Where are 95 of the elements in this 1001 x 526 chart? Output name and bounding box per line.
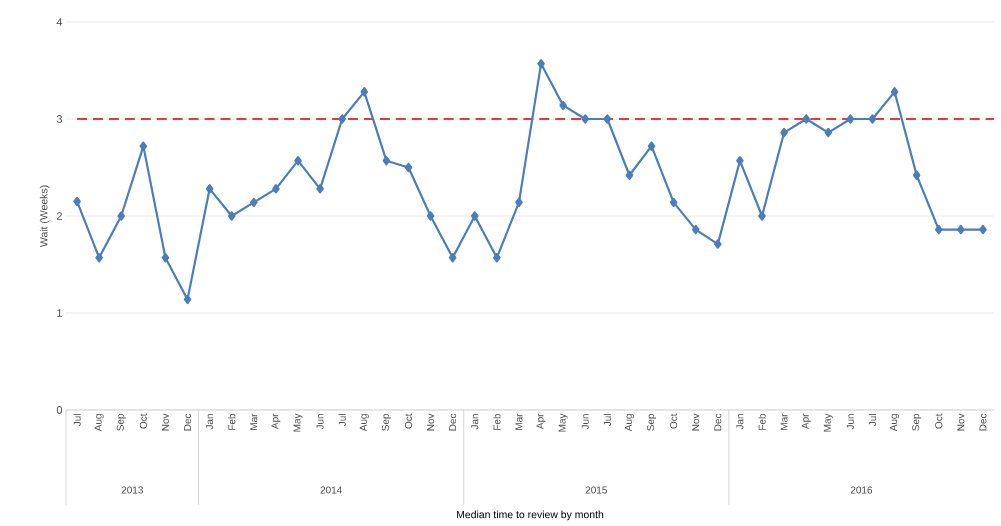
point [846, 114, 855, 124]
x-tick-label: Oct [139, 413, 147, 429]
point [758, 211, 766, 221]
point [493, 253, 501, 263]
point [515, 197, 523, 208]
point [205, 184, 214, 194]
x-tick-label: Jun [316, 414, 324, 430]
x-tick-label: May [558, 413, 568, 432]
y-axis-title: Wait (Weeks) [39, 185, 50, 248]
y-tick-label: 3 [56, 115, 62, 123]
point [890, 87, 899, 97]
x-tick-label: Mar [515, 413, 523, 430]
point [912, 170, 921, 180]
x-tick-label: Nov [957, 413, 965, 431]
text: Median time to review by month [457, 510, 604, 521]
point [183, 294, 192, 305]
x-tick-label: Sep [116, 413, 126, 431]
x-tick-label: Feb [493, 413, 501, 430]
x-tick-label: Jul [73, 414, 81, 427]
x-tick-label: Aug [890, 414, 900, 432]
point [780, 127, 788, 138]
x-tick-label: Jul [603, 414, 611, 427]
x-tick-label: Jan [471, 414, 479, 430]
point [382, 156, 391, 166]
point [537, 59, 545, 69]
x-tick-label: Oct [670, 413, 678, 429]
x-tick-label: May [293, 413, 303, 432]
x-tick-label: Jun [846, 414, 854, 430]
y-tick-label: 1 [57, 309, 62, 317]
x-tick-label: Oct [935, 413, 943, 429]
x-tick-label: Jun [581, 414, 589, 430]
x-tick-label: Jan [206, 414, 214, 430]
point [559, 100, 567, 111]
x-tick-label: Dec [449, 413, 457, 431]
point [625, 170, 634, 180]
x-tick-label: Jan [736, 414, 744, 430]
point [868, 114, 877, 124]
point [714, 239, 722, 249]
point [272, 184, 280, 194]
point [603, 114, 612, 124]
point [669, 197, 678, 208]
point [404, 162, 413, 173]
x-tick-label: Nov [692, 413, 700, 431]
point [73, 196, 81, 207]
x-tick-label: Nov [161, 413, 169, 431]
x-tick-label: Feb [228, 413, 236, 430]
x-tick-label: Aug [94, 414, 104, 432]
point [95, 253, 103, 263]
x-tick-label: Feb [758, 413, 766, 430]
x-tick-label: Sep [647, 413, 657, 431]
point [360, 87, 369, 97]
point [691, 224, 700, 235]
y-tick-label: 4 [56, 18, 63, 26]
point [426, 211, 435, 221]
text: 2013 [121, 486, 143, 494]
point [802, 114, 810, 124]
x-tick-label: Apr [536, 413, 546, 429]
point [979, 224, 987, 235]
point [294, 156, 302, 166]
point [117, 211, 126, 221]
text: 2015 [585, 486, 607, 494]
x-tick-label: Nov [427, 413, 435, 431]
point [581, 114, 590, 124]
point [227, 211, 236, 221]
x-tick-label: Aug [359, 414, 369, 432]
text: 2016 [850, 486, 873, 494]
point [250, 197, 258, 208]
y-tick-label: 0 [56, 406, 63, 414]
point [161, 253, 170, 263]
x-tick-label: Sep [381, 413, 391, 431]
point [338, 114, 346, 124]
x-tick-label: Apr [271, 413, 281, 429]
x-tick-label: May [823, 413, 833, 432]
x-tick-label: Aug [624, 414, 634, 432]
point [470, 211, 479, 221]
y-tick-label: 2 [56, 212, 62, 220]
point [448, 253, 457, 263]
point [934, 224, 943, 235]
x-tick-label: Jul [868, 414, 877, 427]
point [647, 141, 656, 151]
x-tick-label: Mar [250, 413, 258, 430]
x-tick-label: Dec [979, 413, 987, 431]
point [957, 224, 965, 235]
x-tick-label: Mar [780, 413, 788, 430]
point [824, 127, 833, 138]
point [736, 156, 744, 166]
text: 2014 [320, 486, 342, 494]
point [316, 184, 324, 194]
x-tick-label: Dec [714, 413, 722, 431]
point [139, 141, 148, 151]
x-tick-label: Sep [912, 413, 922, 431]
x-tick-label: Jul [338, 414, 346, 427]
x-tick-label: Apr [801, 413, 811, 429]
x-tick-label: Dec [184, 413, 192, 431]
x-tick-label: Oct [404, 413, 413, 429]
